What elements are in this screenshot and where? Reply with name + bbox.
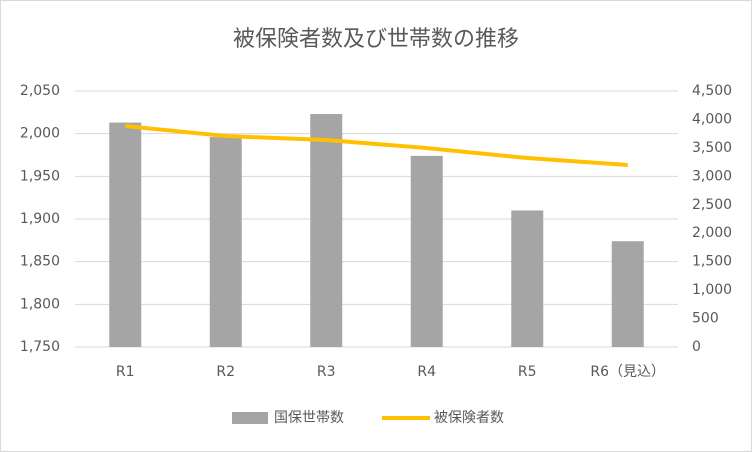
y-tick-label: 1,800 (20, 296, 60, 312)
y2-tick-label: 3,500 (692, 140, 732, 156)
legend-label: 国保世帯数 (274, 410, 344, 426)
bar (209, 137, 242, 347)
y2-tick-label: 2,500 (692, 197, 732, 213)
y-tick-label: 2,000 (20, 126, 60, 142)
y-tick-label: 1,750 (20, 339, 60, 355)
y2-tick-label: 2,000 (692, 225, 732, 241)
legend-swatch (232, 412, 268, 424)
y2-tick-label: 1,500 (692, 254, 732, 270)
bar (611, 241, 644, 347)
bar (511, 210, 544, 347)
x-tick-label: R6（見込） (590, 364, 665, 380)
y2-tick-label: 1,000 (692, 282, 732, 298)
bar (310, 114, 343, 347)
y-tick-label: 2,050 (20, 83, 60, 99)
legend-label: 被保険者数 (434, 410, 504, 426)
y2-tick-label: 0 (692, 339, 701, 355)
y2-tick-label: 4,000 (692, 111, 732, 127)
y-tick-label: 1,900 (20, 211, 60, 227)
chart-title: 被保険者数及び世帯数の推移 (233, 27, 519, 52)
x-tick-label: R1 (116, 364, 135, 380)
x-tick-label: R5 (518, 364, 537, 380)
bar (109, 122, 142, 347)
y2-tick-label: 3,000 (692, 168, 732, 184)
bar (410, 155, 443, 347)
y-tick-label: 1,950 (20, 168, 60, 184)
y2-tick-label: 500 (692, 311, 719, 327)
y2-tick-label: 4,500 (692, 83, 732, 99)
x-tick-label: R4 (417, 364, 436, 380)
x-tick-label: R3 (317, 364, 336, 380)
y-tick-label: 1,850 (20, 254, 60, 270)
line (125, 124, 628, 168)
x-tick-label: R2 (216, 364, 235, 380)
